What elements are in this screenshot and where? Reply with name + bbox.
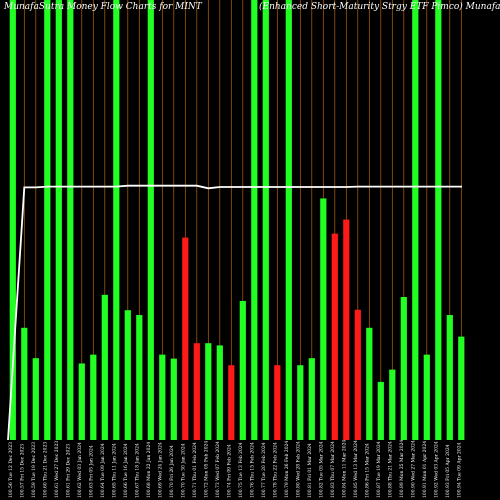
- chart-title-left: MunafaSutra Money Flow Charts for MINT: [3, 2, 203, 12]
- x-tick-label: 100.81 Fri 01 Mar 2024: [307, 443, 313, 498]
- x-tick-label: 100.84 Mon 11 Mar 2024: [341, 440, 347, 498]
- x-tick-label: 100.68 Mon 22 Jan 2024: [146, 442, 152, 498]
- bar: [136, 315, 143, 440]
- bar: [331, 233, 338, 440]
- chart-title: MunafaSutra Money Flow Charts for MINT (…: [3, 1, 500, 12]
- bar: [297, 365, 304, 440]
- x-tick-label: 100.79 Mon 26 Feb 2024: [284, 441, 290, 498]
- bar: [274, 365, 281, 440]
- bar: [147, 0, 154, 440]
- x-tick-label: 100.85 Wed 13 Mar 2024: [353, 440, 359, 498]
- x-tick-label: 100.93 Fri 05 Apr 2024: [445, 444, 451, 498]
- bar: [343, 219, 350, 440]
- bar: [90, 354, 97, 440]
- x-tick-label: 100.80 Wed 28 Feb 2024: [295, 441, 301, 498]
- x-tick-label: 100.72 Mon 05 Feb 2024: [203, 441, 209, 498]
- bar: [400, 297, 407, 440]
- bar: [320, 198, 327, 440]
- x-tick-label: 100.71 Thu 01 Feb 2024: [192, 442, 198, 498]
- x-tick-label: 100.70 Tue 30 Jan 2024: [180, 443, 186, 498]
- bar: [101, 294, 108, 440]
- bar: [32, 358, 39, 440]
- x-tick-label: 100.92 Wed 03 Apr 2024: [433, 441, 439, 498]
- price-line: [7, 184, 462, 441]
- bar: [308, 358, 315, 440]
- bar: [389, 369, 396, 440]
- bar: [193, 343, 200, 440]
- x-tick-label: 100.89 Mon 25 Mar 2024: [399, 440, 405, 498]
- x-tick-label: 100.60 Thu 21 Dec 2023: [42, 442, 48, 498]
- bar: [251, 0, 258, 440]
- bar: [44, 0, 51, 440]
- x-tick-label: 100.62 Wed 03 Jan 2024: [77, 442, 83, 498]
- bar: [423, 354, 430, 440]
- x-tick-label: 100.82 Tue 05 Mar 2024: [318, 441, 324, 498]
- x-tick-label: 100.74 Fri 09 Feb 2024: [226, 444, 232, 498]
- bars: [9, 0, 465, 440]
- bar: [262, 0, 269, 440]
- x-tick-label: 100.65 Thu 11 Jan 2024: [111, 443, 117, 498]
- bar: [239, 300, 246, 440]
- bar: [412, 0, 419, 440]
- bar: [159, 354, 166, 440]
- chart-title-right: (Enhanced Short-Maturity Strgy ETF Pimco…: [259, 1, 500, 12]
- x-tick-label: 100.69 Wed 24 Jan 2024: [157, 442, 163, 498]
- bar: [216, 345, 223, 440]
- x-tick-label: 100.56 Tue 12 Dec 2023: [8, 442, 14, 498]
- bar: [366, 327, 373, 440]
- x-tick-label: 100.86 Fri 15 Mar 2024: [364, 443, 370, 498]
- x-tick-label: 100.61 Wed 27 Dec 2023: [54, 441, 60, 498]
- bar: [446, 315, 453, 440]
- bar: [113, 0, 120, 440]
- bar: [55, 0, 62, 440]
- bar: [67, 0, 74, 440]
- bar: [124, 310, 131, 440]
- x-tick-label: 100.63 Fri 05 Jan 2024: [88, 445, 94, 498]
- bar: [228, 365, 235, 440]
- x-tick-label: 100.88 Thu 21 Mar 2024: [387, 441, 393, 498]
- x-tick-label: 100.83 Thu 07 Mar 2024: [330, 441, 336, 498]
- price-line-group: [7, 184, 462, 441]
- bar: [435, 0, 442, 440]
- x-tick-label: 100.57 Fri 15 Dec 2023: [19, 444, 25, 498]
- bar: [170, 358, 177, 440]
- bar: [21, 327, 28, 440]
- x-tick-label: 100.75 Tue 13 Feb 2024: [238, 442, 244, 498]
- bar: [377, 381, 384, 440]
- x-tick-label: 100.90 Wed 27 Mar 2024: [410, 440, 416, 498]
- x-tick-label: 100.67 Thu 18 Jan 2024: [134, 443, 140, 498]
- x-tick-label: 100.76 Thu 15 Feb 2024: [249, 442, 255, 498]
- x-tick-label: 100.94 Tue 09 Apr 2024: [456, 442, 462, 498]
- x-tick-label: 100.59 Tue 19 Dec 2023: [31, 442, 37, 498]
- bar: [182, 237, 189, 440]
- bar: [285, 0, 292, 440]
- bar: [78, 363, 85, 440]
- x-tick-label: 100.66 Tue 16 Jan 2024: [123, 443, 129, 498]
- x-tick-label: 100.78 Thu 22 Feb 2024: [272, 442, 278, 498]
- bar: [9, 0, 16, 440]
- x-tick-labels: 100.56 Tue 12 Dec 2023 100.57 Fri 15 Dec …: [8, 440, 462, 498]
- x-tick-label: 100.64 Tue 09 Jan 2024: [100, 443, 106, 498]
- bar: [458, 336, 465, 440]
- x-tick-label: 100.87 Tue 19 Mar 2024: [376, 441, 382, 498]
- bar: [354, 309, 361, 440]
- x-tick-label: 100.70 Fri 26 Jan 2024: [169, 445, 175, 498]
- x-tick-label: 100.77 Tue 20 Feb 2024: [261, 442, 267, 498]
- x-tick-label: 100.73 Wed 07 Feb 2024: [215, 441, 221, 498]
- x-tick-label: 100.61 Fri 29 Dec 2023: [65, 444, 71, 498]
- bar: [205, 343, 212, 440]
- x-tick-label: 100.91 Mon 01 Apr 2024: [422, 441, 428, 498]
